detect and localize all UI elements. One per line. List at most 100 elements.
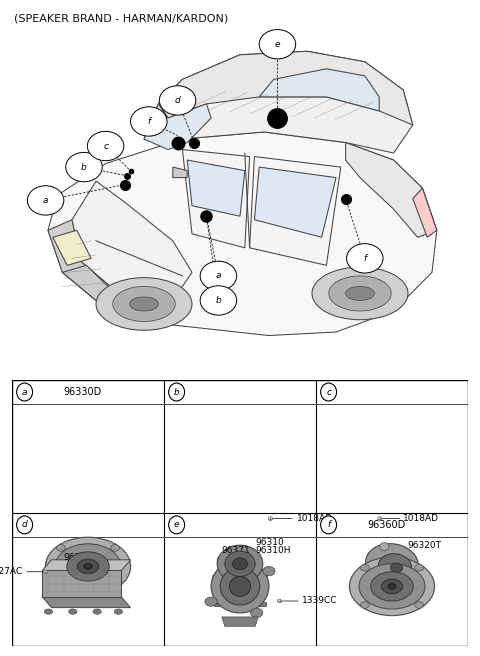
Polygon shape — [346, 142, 437, 237]
Polygon shape — [72, 181, 192, 300]
Ellipse shape — [347, 243, 383, 273]
Ellipse shape — [217, 555, 229, 565]
Ellipse shape — [84, 564, 92, 569]
Ellipse shape — [27, 186, 64, 215]
Ellipse shape — [259, 30, 296, 59]
Polygon shape — [144, 104, 211, 150]
Ellipse shape — [251, 608, 263, 617]
Ellipse shape — [211, 560, 269, 613]
Polygon shape — [187, 160, 245, 216]
Ellipse shape — [67, 552, 109, 581]
Ellipse shape — [346, 287, 374, 300]
Ellipse shape — [321, 383, 336, 401]
Text: a: a — [216, 272, 221, 280]
Ellipse shape — [114, 609, 122, 614]
Text: f: f — [147, 117, 150, 126]
Ellipse shape — [415, 602, 424, 608]
Ellipse shape — [378, 554, 412, 579]
Ellipse shape — [380, 543, 389, 550]
Text: 96371: 96371 — [222, 546, 251, 555]
Ellipse shape — [366, 544, 419, 584]
Ellipse shape — [56, 582, 65, 588]
Ellipse shape — [360, 602, 370, 608]
Ellipse shape — [110, 582, 120, 588]
Ellipse shape — [229, 577, 251, 596]
Ellipse shape — [388, 583, 396, 589]
Ellipse shape — [113, 287, 175, 321]
Polygon shape — [42, 571, 121, 597]
Polygon shape — [255, 602, 266, 606]
Text: b: b — [81, 163, 87, 172]
Text: f: f — [327, 520, 330, 529]
Ellipse shape — [371, 572, 413, 601]
Ellipse shape — [44, 609, 53, 614]
Text: 96310: 96310 — [255, 538, 284, 547]
Ellipse shape — [378, 517, 382, 520]
Polygon shape — [158, 51, 413, 125]
Text: 96320T: 96320T — [407, 541, 441, 550]
Ellipse shape — [360, 564, 370, 571]
Text: 1339CC: 1339CC — [302, 596, 338, 605]
Text: 96360D: 96360D — [367, 520, 406, 530]
Polygon shape — [144, 51, 413, 153]
Polygon shape — [222, 617, 258, 626]
Ellipse shape — [168, 516, 185, 534]
Polygon shape — [250, 157, 341, 266]
Text: a: a — [22, 388, 27, 396]
Ellipse shape — [349, 557, 434, 615]
Text: d: d — [22, 520, 27, 529]
Text: (SPEAKER BRAND - HARMAN/KARDON): (SPEAKER BRAND - HARMAN/KARDON) — [14, 13, 228, 23]
Ellipse shape — [200, 286, 237, 315]
Ellipse shape — [381, 579, 403, 594]
Text: 1018AD: 1018AD — [297, 514, 333, 523]
Polygon shape — [182, 150, 250, 248]
Ellipse shape — [277, 599, 282, 603]
Ellipse shape — [66, 152, 102, 182]
Ellipse shape — [391, 563, 403, 573]
Text: d: d — [175, 96, 180, 105]
Polygon shape — [42, 597, 131, 607]
Ellipse shape — [55, 544, 121, 589]
Text: a: a — [43, 196, 48, 205]
Ellipse shape — [220, 568, 260, 605]
Text: c: c — [326, 388, 331, 396]
Text: 96370N: 96370N — [64, 552, 99, 562]
Polygon shape — [259, 69, 379, 111]
Ellipse shape — [56, 544, 65, 551]
Polygon shape — [173, 167, 187, 178]
Text: c: c — [103, 142, 108, 150]
Ellipse shape — [232, 558, 248, 570]
Polygon shape — [214, 602, 225, 606]
Ellipse shape — [96, 277, 192, 330]
Polygon shape — [413, 188, 437, 237]
Ellipse shape — [130, 297, 158, 311]
Text: f: f — [363, 254, 366, 263]
Text: e: e — [275, 40, 280, 49]
Ellipse shape — [43, 570, 48, 573]
Ellipse shape — [93, 609, 101, 614]
Text: 96330D: 96330D — [63, 387, 101, 397]
Ellipse shape — [200, 261, 237, 291]
Ellipse shape — [263, 566, 275, 576]
Polygon shape — [254, 167, 336, 237]
Ellipse shape — [312, 267, 408, 319]
Polygon shape — [48, 132, 437, 335]
Text: 1018AD: 1018AD — [403, 514, 439, 523]
Ellipse shape — [217, 545, 263, 583]
Text: b: b — [174, 388, 180, 396]
Ellipse shape — [359, 564, 425, 609]
Polygon shape — [53, 230, 91, 266]
Ellipse shape — [329, 276, 391, 311]
Ellipse shape — [17, 516, 33, 534]
Polygon shape — [42, 560, 131, 571]
Ellipse shape — [205, 597, 217, 606]
Ellipse shape — [415, 564, 424, 571]
Polygon shape — [48, 220, 110, 300]
Text: b: b — [216, 296, 221, 305]
Ellipse shape — [225, 551, 255, 577]
Ellipse shape — [87, 131, 124, 161]
Polygon shape — [62, 266, 115, 300]
Ellipse shape — [46, 537, 131, 596]
Polygon shape — [213, 576, 267, 600]
Ellipse shape — [168, 383, 185, 401]
